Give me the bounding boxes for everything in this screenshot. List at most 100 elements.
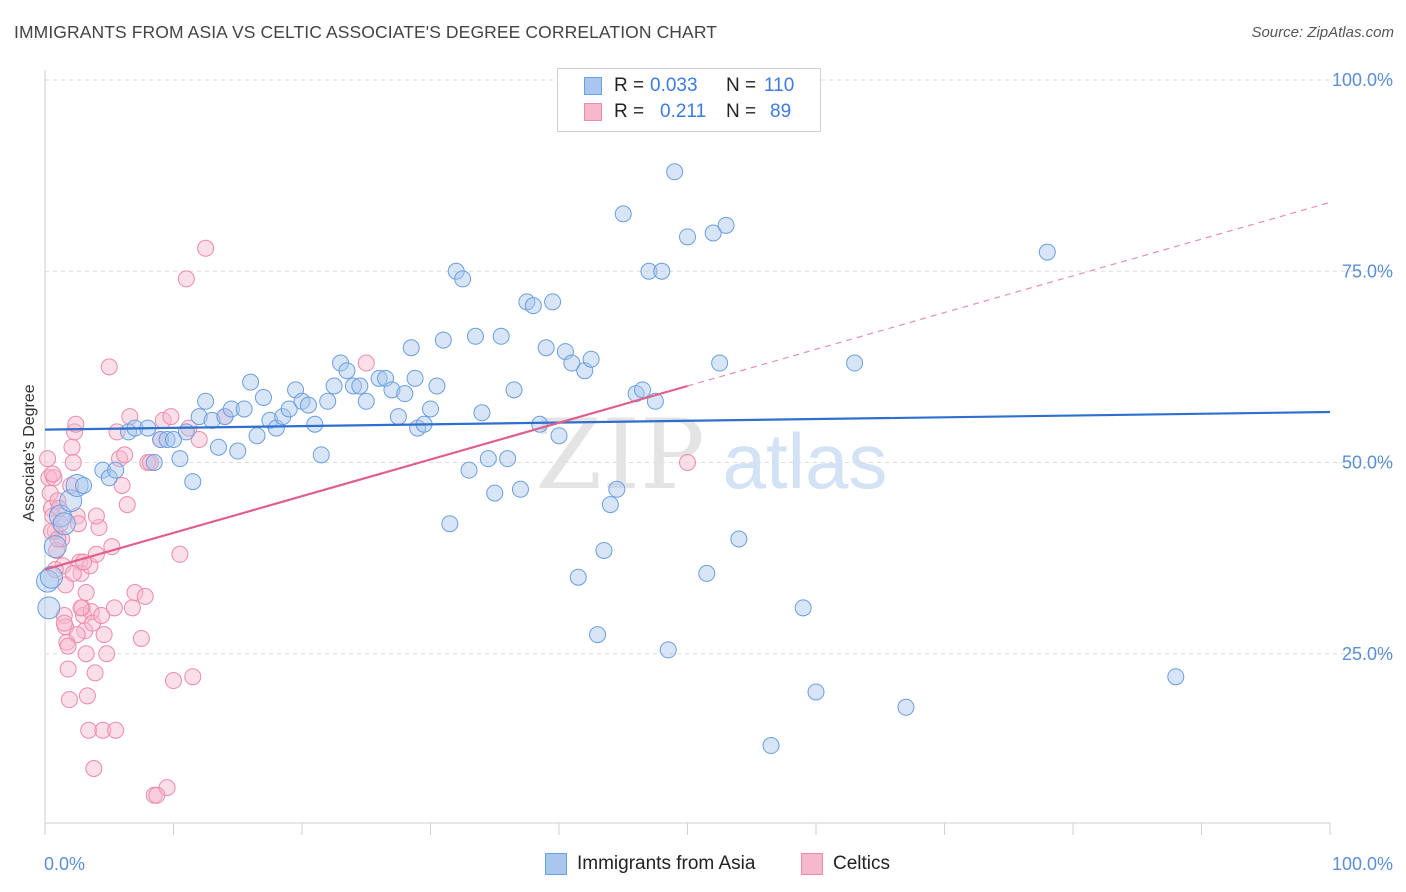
- stats-legend: R = 0.033 N = 110 R = 0.211 N = 89: [557, 68, 821, 132]
- tick-labels: 25.0% 50.0% 75.0% 100.0% 0.0% 100.0%: [44, 70, 1393, 874]
- asia-point: [209, 438, 227, 456]
- celtic-trend-line: [44, 384, 688, 571]
- y-tick-label: 100.0%: [1332, 70, 1393, 90]
- asia-point: [634, 381, 652, 399]
- asia-point: [499, 450, 517, 468]
- celtic-point: [68, 626, 86, 644]
- asia-point: [589, 626, 607, 644]
- celtic-point: [118, 496, 136, 514]
- asia-point: [39, 565, 63, 589]
- y-tick-label: 50.0%: [1342, 453, 1393, 473]
- asia-point: [505, 381, 523, 399]
- asia-point: [152, 431, 170, 449]
- asia-point: [235, 400, 253, 418]
- asia-point: [306, 415, 324, 433]
- asia-point: [43, 535, 67, 559]
- asia-point: [717, 216, 735, 234]
- asia-point: [165, 431, 182, 449]
- celtic-point: [63, 438, 81, 456]
- celtic-point: [77, 645, 95, 663]
- asia-point: [511, 480, 529, 498]
- asia-legend-label: Immigrants from Asia: [577, 853, 756, 874]
- asia-point: [190, 408, 208, 426]
- source-label: Source: ZipAtlas.com: [1251, 24, 1394, 41]
- asia-point: [679, 228, 696, 246]
- asia-point: [254, 388, 272, 406]
- celtic-point: [113, 476, 131, 494]
- asia-point: [762, 737, 780, 755]
- asia-legend-swatch: [545, 853, 567, 875]
- asia-point: [897, 698, 915, 716]
- asia-point: [601, 496, 619, 514]
- asia-point: [460, 461, 478, 479]
- celtic-swatch: [584, 103, 602, 121]
- celtic-point: [85, 760, 103, 777]
- asia-point: [794, 599, 812, 617]
- asia-point: [389, 408, 407, 426]
- asia-point: [441, 515, 459, 533]
- celtic-point: [49, 530, 67, 548]
- celtic-r-label: R =: [614, 101, 645, 122]
- asia-point: [338, 362, 356, 380]
- asia-point: [730, 530, 748, 548]
- asia-point: [473, 404, 491, 422]
- celtic-point: [64, 454, 82, 471]
- celtic-point: [80, 721, 98, 739]
- celtic-trend-extension: [687, 201, 1331, 387]
- y-tick-label: 25.0%: [1342, 644, 1393, 664]
- asia-point: [312, 446, 330, 464]
- asia-point: [704, 224, 722, 242]
- x-tick-label: 100.0%: [1332, 854, 1393, 874]
- celtic-legend-label: Celtics: [833, 853, 891, 874]
- celtic-point: [141, 454, 159, 471]
- asia-point: [608, 480, 626, 498]
- asia-point: [75, 476, 93, 494]
- asia-point: [52, 512, 76, 536]
- celtic-point: [126, 584, 144, 602]
- celtic-point: [357, 354, 375, 372]
- asia-point: [158, 431, 176, 449]
- watermark: ZIP atlas: [535, 399, 887, 511]
- y-tick-label: 75.0%: [1342, 261, 1393, 281]
- asia-point: [406, 369, 424, 387]
- chart-title: IMMIGRANTS FROM ASIA VS CELTIC ASSOCIATE…: [14, 22, 718, 42]
- asia-point: [595, 541, 613, 559]
- celtics-points: [39, 239, 696, 804]
- asia-point: [666, 163, 684, 181]
- celtic-r-value: 0.211: [660, 101, 707, 122]
- asia-point: [698, 564, 716, 582]
- celtic-point: [148, 786, 166, 804]
- asia-point: [640, 262, 658, 280]
- asia-point: [280, 400, 298, 418]
- celtic-point: [679, 454, 696, 471]
- asia-point: [177, 423, 195, 441]
- asia-point: [807, 683, 825, 701]
- asia-point: [486, 484, 504, 502]
- celtic-point: [123, 599, 141, 617]
- asia-point: [171, 450, 189, 468]
- celtic-point: [55, 614, 73, 632]
- celtic-point: [93, 607, 111, 624]
- celtic-point: [86, 664, 104, 682]
- celtic-point: [98, 645, 116, 663]
- asia-point: [402, 339, 420, 357]
- asia-point: [563, 354, 581, 372]
- asia-point: [325, 377, 343, 395]
- asia-point: [184, 473, 202, 491]
- celtic-point: [64, 564, 82, 582]
- asia-point: [37, 596, 61, 620]
- asia-point: [537, 339, 555, 357]
- gridlines: [45, 79, 1392, 655]
- axes: [44, 70, 1331, 835]
- asia-point: [383, 381, 401, 399]
- celtic-point: [184, 668, 202, 686]
- celtic-point: [136, 587, 154, 605]
- asia-point: [319, 392, 337, 410]
- asia-point: [653, 262, 671, 280]
- celtic-point: [162, 408, 180, 426]
- trend-lines: [44, 201, 1331, 571]
- asia-point: [370, 369, 388, 387]
- asia-point: [428, 377, 446, 395]
- asia-point: [466, 327, 484, 345]
